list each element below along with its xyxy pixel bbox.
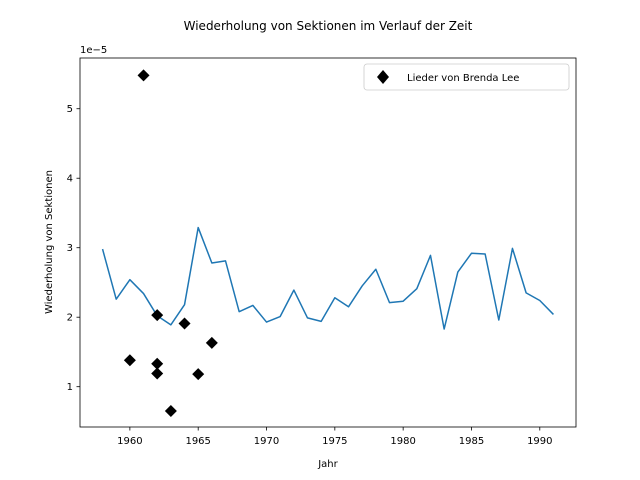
scatter-point <box>151 309 164 322</box>
y-offset-label: 1e−5 <box>80 45 107 56</box>
plot-frame <box>79 57 577 428</box>
scatter-point <box>178 317 191 330</box>
x-tick-label: 1980 <box>390 436 415 447</box>
legend-box <box>363 63 570 91</box>
y-axis: 1 2 3 4 5 <box>67 104 80 393</box>
series-layer <box>101 69 554 418</box>
scatter-point <box>151 357 164 370</box>
x-tick-label: 1975 <box>322 436 347 447</box>
x-axis-label: Jahr <box>317 459 338 470</box>
scatter-point <box>137 69 150 82</box>
y-tick-label: 1 <box>67 382 73 393</box>
scatter-point <box>123 354 136 367</box>
legend: Lieder von Brenda Lee <box>363 63 570 91</box>
legend-label: Lieder von Brenda Lee <box>407 73 519 84</box>
y-tick-label: 5 <box>67 104 73 115</box>
x-axis: 1960 1965 1970 1975 1980 1985 1990 <box>117 427 553 447</box>
legend-marker-diamond <box>377 70 389 84</box>
series-line <box>101 226 554 330</box>
y-tick-label: 3 <box>67 243 73 254</box>
x-tick-label: 1965 <box>185 436 210 447</box>
scatter-point <box>205 336 218 349</box>
chart-title: Wiederholung von Sektionen im Verlauf de… <box>184 19 473 33</box>
x-tick-label: 1970 <box>254 436 279 447</box>
x-tick-label: 1960 <box>117 436 142 447</box>
scatter-point <box>164 405 177 418</box>
plot-background <box>80 58 576 427</box>
y-tick-label: 2 <box>67 313 73 324</box>
plot-area <box>79 57 577 428</box>
scatter-point <box>151 367 164 380</box>
y-tick-label: 4 <box>67 174 73 185</box>
y-axis-label: Wiederholung von Sektionen <box>44 170 55 314</box>
scatter-point <box>192 368 205 381</box>
x-tick-label: 1990 <box>527 436 552 447</box>
x-tick-label: 1985 <box>459 436 484 447</box>
